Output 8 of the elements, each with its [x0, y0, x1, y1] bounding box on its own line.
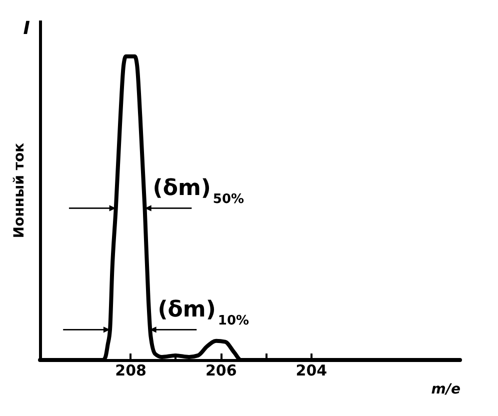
x-axis-title: m/e [431, 382, 460, 398]
x-tick-label: 208 [115, 362, 146, 380]
x-tick-label: 204 [296, 362, 328, 380]
annotation: (δm)$_{10%}$ [158, 298, 250, 328]
x-tick-label: 206 [205, 362, 237, 380]
annotation: (δm)$_{50%}$ [152, 176, 244, 207]
text: I [23, 18, 30, 39]
y-axis-title: Ионный ток [12, 142, 28, 238]
